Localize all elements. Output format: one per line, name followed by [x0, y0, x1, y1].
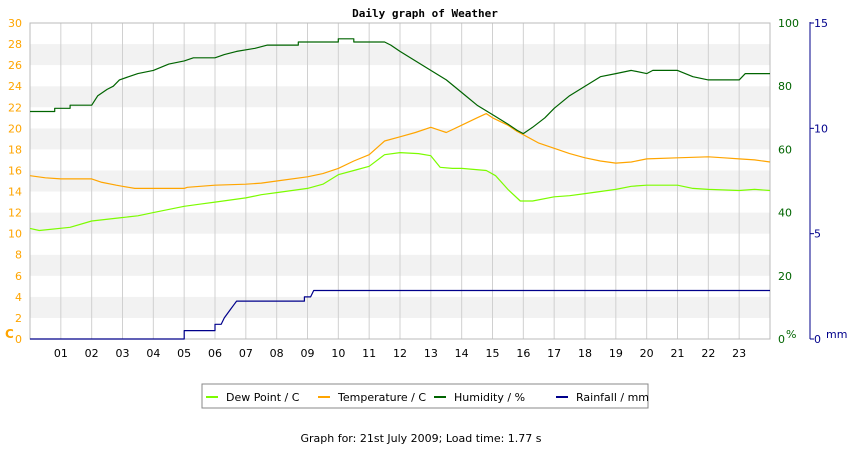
x-tick-label: 11	[362, 347, 376, 360]
x-tick-label: 09	[301, 347, 315, 360]
humidity-axis: 0 20 40 60 80 100	[778, 17, 799, 346]
rainfall-tick-label: 5	[814, 228, 821, 241]
x-tick-label: 08	[270, 347, 284, 360]
x-tick-label: 19	[609, 347, 623, 360]
x-tick-label: 05	[177, 347, 191, 360]
temperature-tick-label: 4	[15, 291, 22, 304]
legend-box	[201, 383, 649, 409]
temperature-tick-label: 10	[8, 228, 22, 241]
temperature-tick-label: 14	[8, 186, 22, 199]
temperature-tick-label: 28	[8, 38, 22, 51]
legend-label-dew-point: Dew Point / C	[226, 391, 300, 404]
chart-title: Daily graph of Weather	[352, 7, 498, 20]
temperature-tick-label: 18	[8, 143, 22, 156]
humidity-tick-label: 80	[778, 80, 792, 93]
x-tick-label: 17	[547, 347, 561, 360]
temperature-tick-label: 20	[8, 122, 22, 135]
temperature-tick-label: 16	[8, 164, 22, 177]
x-tick-label: 23	[732, 347, 746, 360]
legend-label-rainfall: Rainfall / mm	[576, 391, 649, 404]
series-line-temperature	[29, 112, 771, 189]
temperature-tick-label: 26	[8, 59, 22, 72]
rainfall-axis: 0 5 10 15	[809, 17, 828, 346]
temperature-tick-label: 24	[8, 80, 22, 93]
x-axis: 01 02 03 04 05 06 07 08 09 10 11 12 13 14 15 16 17 18 19 20…	[54, 347, 746, 360]
footer-info: Graph for: 21st July 2009; Load time: 1.…	[300, 432, 541, 445]
x-tick-label: 13	[424, 347, 438, 360]
temperature-tick-label: 30	[8, 17, 22, 30]
series-lines	[29, 38, 771, 340]
rainfall-tick-label: 0	[814, 333, 821, 346]
temperature-tick-label: 6	[15, 270, 22, 283]
x-tick-label: 22	[701, 347, 715, 360]
series-line-dew-point	[29, 152, 771, 232]
rainfall-axis-label: mm	[826, 328, 847, 341]
humidity-tick-label: 40	[778, 207, 792, 220]
humidity-tick-label: 60	[778, 143, 792, 156]
x-tick-label: 15	[486, 347, 500, 360]
temperature-tick-label: 8	[15, 249, 22, 262]
x-tick-label: 20	[640, 347, 654, 360]
x-tick-label: 12	[393, 347, 407, 360]
x-tick-label: 02	[85, 347, 99, 360]
x-tick-label: 16	[516, 347, 530, 360]
legend-label-humidity: Humidity / %	[454, 391, 525, 404]
temperature-tick-label: 0	[15, 333, 22, 346]
x-tick-label: 07	[239, 347, 253, 360]
x-tick-label: 03	[116, 347, 130, 360]
x-tick-label: 04	[146, 347, 160, 360]
series-line-humidity	[30, 38, 770, 135]
rainfall-tick-label: 15	[814, 17, 828, 30]
vertical-grid	[60, 23, 740, 339]
x-tick-label: 10	[331, 347, 345, 360]
plot-frame	[29, 22, 771, 340]
x-tick-label: 14	[455, 347, 469, 360]
humidity-tick-label: 0	[778, 333, 785, 346]
x-tick-label: 01	[54, 347, 68, 360]
temperature-tick-label: 22	[8, 101, 22, 114]
x-tick-label: 18	[578, 347, 592, 360]
x-tick-label: 21	[671, 347, 685, 360]
humidity-tick-label: 20	[778, 270, 792, 283]
temperature-tick-label: 12	[8, 207, 22, 220]
temperature-tick-label: 2	[15, 312, 22, 325]
legend-label-temperature: Temperature / C	[337, 391, 426, 404]
series-line-rainfall	[30, 289, 770, 340]
humidity-axis-label: %	[786, 328, 796, 341]
temperature-axis-label: C	[5, 327, 14, 341]
x-tick-label: 06	[208, 347, 222, 360]
humidity-tick-label: 100	[778, 17, 799, 30]
rainfall-tick-label: 10	[814, 122, 828, 135]
legend: Dew Point / C Temperature / C Humidity / %…	[201, 383, 649, 409]
